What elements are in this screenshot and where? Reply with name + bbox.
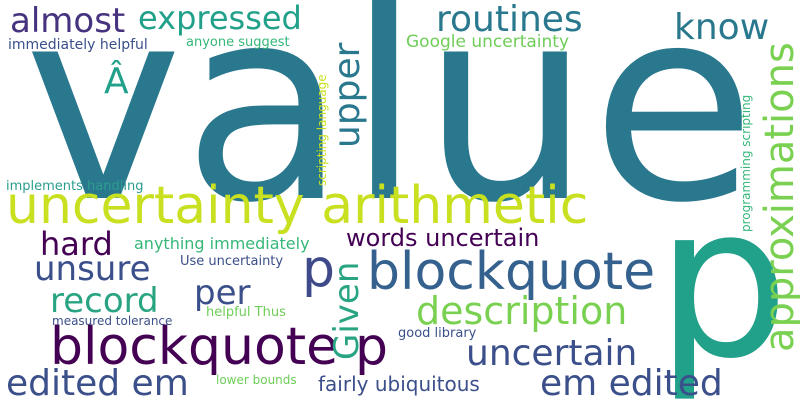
word-unsure: unsure [34, 249, 151, 289]
word-lower-bounds: lower bounds [216, 373, 297, 387]
word-implements-handling: implements handling [6, 179, 144, 194]
word-google-uncertainty: Google uncertainty [406, 32, 570, 52]
word-p-large: p [656, 160, 790, 400]
word-p-bottom: p [355, 317, 389, 377]
word-helpful-thus: helpful Thus [206, 305, 286, 320]
word-routines: routines [436, 0, 583, 40]
word-uncertain: uncertain [466, 333, 638, 374]
word-good-library: good library [398, 326, 477, 341]
word-blockquote-bottom: blockquote [50, 317, 339, 377]
word-almost: almost [10, 1, 126, 41]
word-know: know [674, 7, 770, 48]
word-em-edited: em edited [540, 363, 723, 400]
word-use-uncertainty: Use uncertainty [180, 254, 284, 269]
word-per: per [194, 273, 251, 313]
word-uncertainty-arithmetic: uncertainty arithmetic [6, 176, 589, 236]
word-scripting-language: scripting language [315, 74, 329, 186]
word-a-circumflex: Â [104, 61, 129, 102]
word-programming-scripting: programming scripting [739, 94, 753, 232]
word-approximations: approximations [757, 42, 800, 352]
word-measured-tolerance: measured tolerance [52, 314, 173, 328]
word-value: value [24, 0, 757, 262]
word-blockquote-middle: blockquote [367, 242, 656, 302]
word-description: description [416, 289, 628, 333]
word-anyone-suggest: anyone suggest [186, 35, 290, 50]
word-fairly-ubiquitous: fairly ubiquitous [318, 372, 480, 396]
word-record: record [50, 281, 159, 321]
word-expressed: expressed [138, 0, 302, 37]
word-immediately-helpful: immediately helpful [8, 37, 148, 53]
word-anything-immediately: anything immediately [134, 234, 310, 253]
word-edited-em: edited em [6, 363, 189, 400]
word-given: Given [327, 261, 367, 360]
word-hard: hard [40, 225, 113, 263]
word-words-uncertain: words uncertain [346, 224, 540, 252]
word-upper: upper [327, 42, 368, 148]
word-p-middle: p [302, 239, 336, 299]
